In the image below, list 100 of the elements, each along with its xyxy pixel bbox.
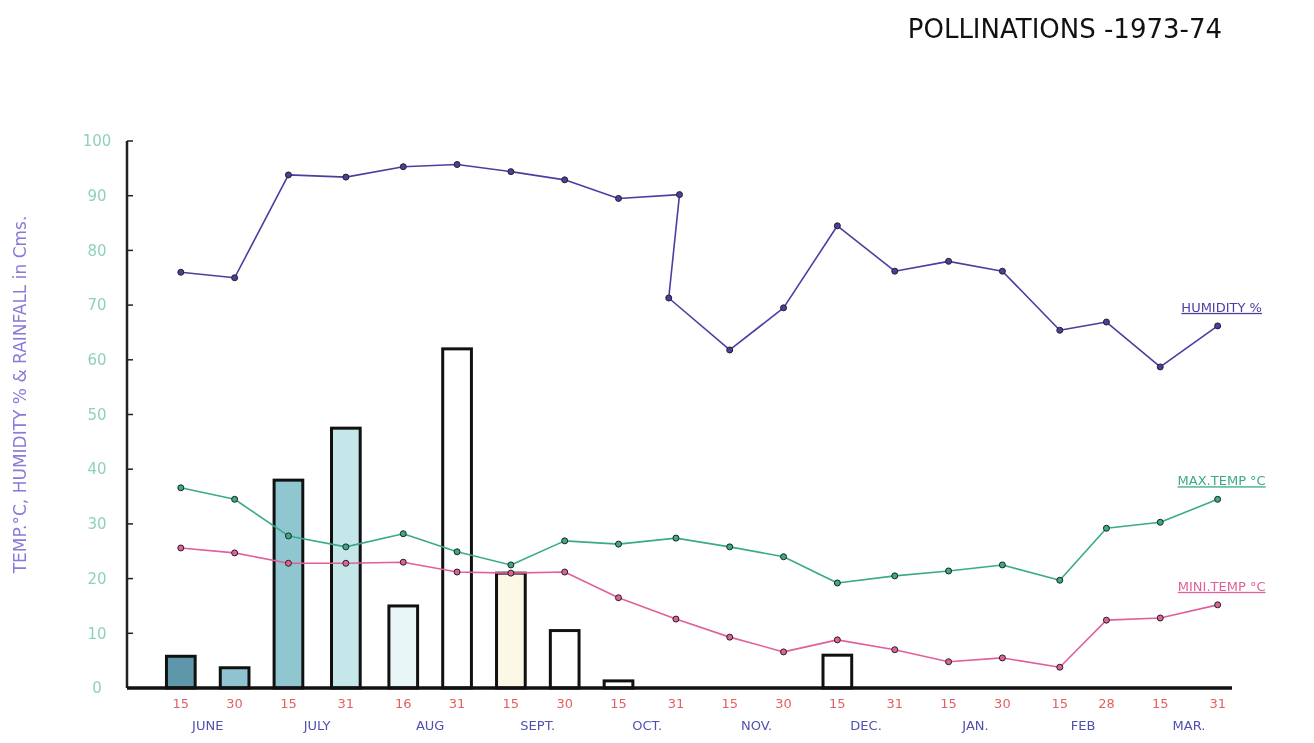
point bbox=[665, 294, 673, 302]
point bbox=[231, 274, 239, 282]
text: JULY bbox=[302, 718, 331, 733]
point bbox=[672, 615, 680, 623]
point bbox=[833, 636, 841, 644]
point bbox=[1102, 524, 1110, 532]
point bbox=[342, 543, 350, 551]
point bbox=[833, 222, 841, 230]
point bbox=[833, 579, 841, 587]
point bbox=[342, 559, 350, 567]
point bbox=[453, 161, 461, 169]
x-tick-label: 31 bbox=[337, 696, 355, 711]
point bbox=[284, 532, 292, 540]
point bbox=[561, 537, 569, 545]
x-tick-label: 16 bbox=[394, 696, 412, 711]
point bbox=[726, 543, 734, 551]
point bbox=[507, 569, 515, 577]
x-tick-label: 30 bbox=[226, 696, 243, 711]
x-tick-label: 30 bbox=[556, 696, 573, 711]
point bbox=[672, 534, 680, 542]
x-tick-label: 15 bbox=[721, 696, 738, 711]
x-tick-label: 31 bbox=[667, 696, 685, 711]
y-tick-label: 0 bbox=[92, 679, 102, 698]
x-tick-label: 30 bbox=[994, 696, 1011, 711]
point bbox=[177, 484, 185, 492]
point bbox=[561, 176, 569, 184]
y-tick-label: 20 bbox=[87, 569, 107, 588]
point bbox=[1056, 663, 1064, 671]
text: NOV. bbox=[741, 718, 773, 733]
point bbox=[399, 163, 407, 171]
point bbox=[399, 530, 407, 538]
point bbox=[1156, 518, 1164, 526]
x-tick-label: 31 bbox=[886, 696, 904, 711]
point bbox=[342, 173, 350, 181]
text: MAR. bbox=[1172, 718, 1206, 733]
y-tick-label: 70 bbox=[87, 296, 107, 315]
series-label: MINI.TEMP °C bbox=[1177, 578, 1266, 594]
point bbox=[1156, 363, 1164, 371]
point bbox=[507, 561, 515, 569]
point bbox=[998, 561, 1006, 569]
x-tick-label: 15 bbox=[1151, 696, 1169, 711]
x-tick-label: 15 bbox=[940, 696, 957, 711]
point bbox=[1214, 322, 1222, 330]
point bbox=[453, 568, 461, 576]
series-label: MAX.TEMP °C bbox=[1177, 473, 1266, 489]
x-tick-label: 31 bbox=[1209, 696, 1226, 711]
y-axis-title: TEMP.°C, HUMIDITY % & RAINFALL in Cms. bbox=[10, 215, 30, 575]
point bbox=[561, 568, 569, 576]
point bbox=[780, 648, 788, 656]
text: JUNE bbox=[191, 718, 224, 733]
point bbox=[231, 495, 239, 503]
point bbox=[453, 548, 461, 556]
y-tick-label: 80 bbox=[87, 241, 107, 260]
text: FEB bbox=[1070, 718, 1096, 733]
chart-title: POLLINATIONS -1973-74 bbox=[907, 14, 1222, 44]
point bbox=[726, 633, 734, 641]
x-tick-label: 15 bbox=[610, 696, 627, 711]
point bbox=[891, 646, 899, 654]
point bbox=[945, 257, 953, 265]
text: DEC. bbox=[850, 718, 882, 733]
text: SEPT. bbox=[520, 718, 556, 733]
point bbox=[780, 304, 788, 312]
x-tick-label: 15 bbox=[502, 696, 520, 711]
x-tick-label: 15 bbox=[172, 696, 190, 711]
point bbox=[726, 346, 734, 354]
text: OCT. bbox=[632, 718, 663, 733]
point bbox=[1056, 326, 1064, 334]
point bbox=[399, 558, 407, 566]
point bbox=[615, 594, 623, 602]
x-tick-label: 31 bbox=[448, 696, 466, 711]
x-tick-label: 15 bbox=[280, 696, 297, 711]
y-tick-label: 50 bbox=[87, 405, 107, 424]
point bbox=[1214, 601, 1222, 609]
text: AUG bbox=[415, 718, 445, 733]
point bbox=[507, 168, 515, 176]
point bbox=[284, 171, 292, 179]
x-tick-label: 28 bbox=[1098, 696, 1115, 711]
point bbox=[284, 559, 292, 567]
point bbox=[1214, 495, 1222, 503]
point bbox=[177, 268, 185, 276]
point bbox=[945, 658, 953, 666]
x-tick-label: 15 bbox=[829, 696, 846, 711]
x-tick-label: 30 bbox=[775, 696, 792, 711]
text: JAN. bbox=[961, 718, 989, 733]
point bbox=[891, 572, 899, 580]
y-tick-label: 100 bbox=[82, 132, 112, 151]
point bbox=[177, 544, 185, 552]
y-tick-label: 40 bbox=[87, 460, 107, 479]
point bbox=[231, 549, 239, 557]
y-tick-label: 30 bbox=[87, 515, 107, 534]
point bbox=[615, 194, 623, 202]
y-tick-label: 60 bbox=[87, 351, 107, 370]
point bbox=[780, 553, 788, 561]
point bbox=[1156, 614, 1164, 622]
point bbox=[891, 267, 899, 275]
point bbox=[615, 540, 623, 548]
series-label: HUMIDITY % bbox=[1181, 299, 1262, 315]
point bbox=[676, 191, 683, 199]
point bbox=[1102, 318, 1110, 326]
y-tick-label: 90 bbox=[87, 186, 107, 205]
